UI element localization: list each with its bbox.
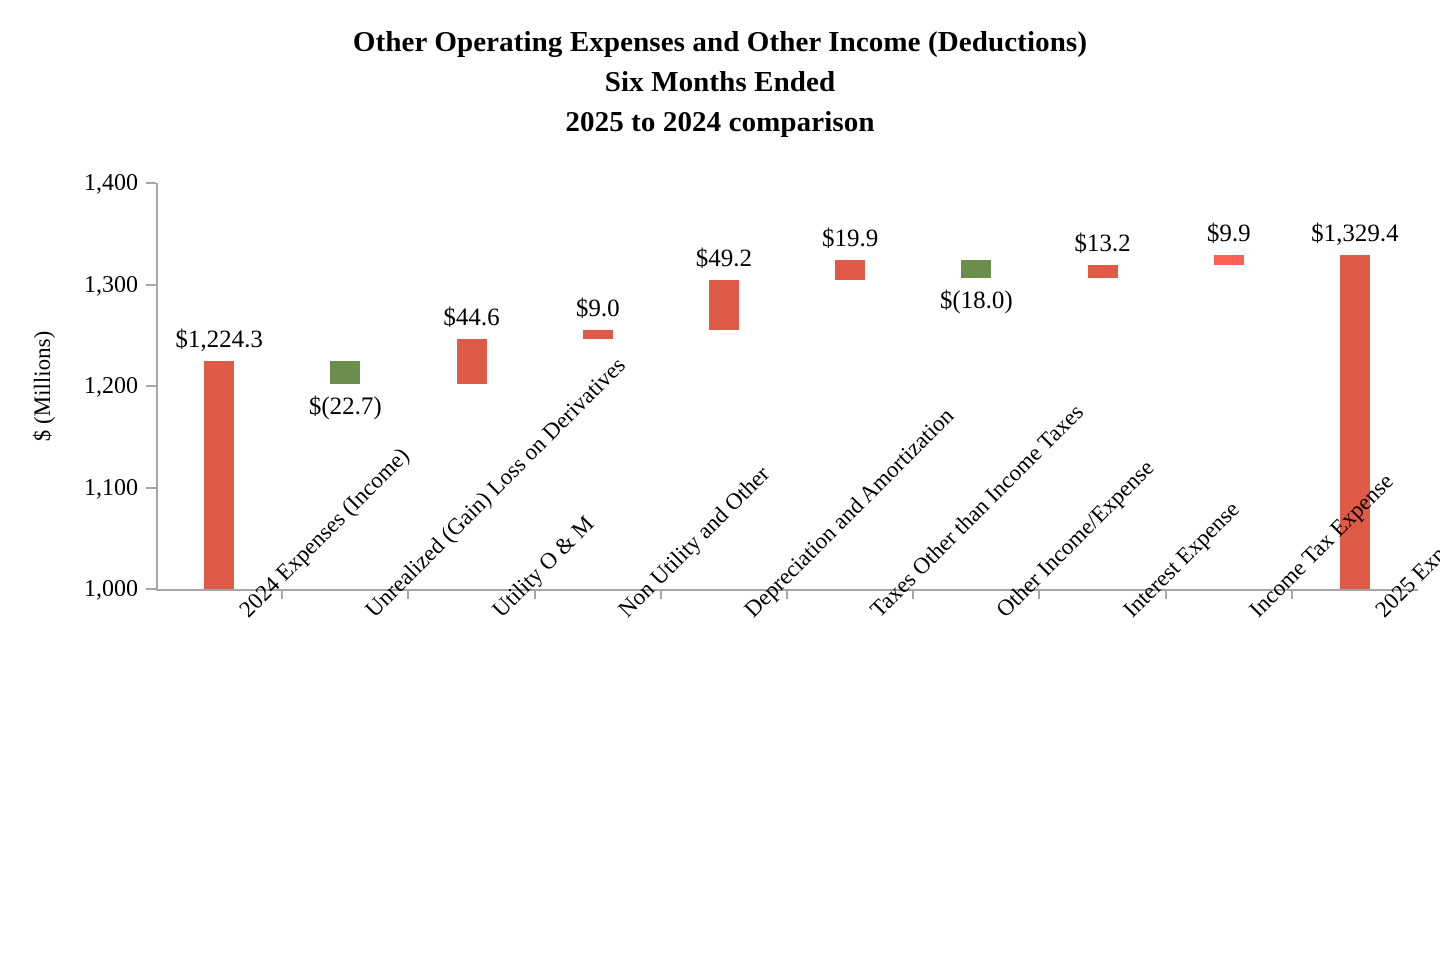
chart-title-line-3: 2025 to 2024 comparison: [565, 106, 875, 138]
bar-4[interactable]: [582, 329, 613, 340]
bar-value-label-1: $1,224.3: [175, 326, 263, 354]
bar-7[interactable]: [961, 259, 992, 279]
bar-value-label-5: $49.2: [695, 245, 753, 273]
x-axis-tick: [786, 589, 788, 599]
y-axis-title: $ (Millions): [30, 330, 55, 442]
bar-value-label-7: $(18.0): [939, 287, 1013, 315]
x-axis-tick: [659, 589, 662, 599]
y-axis-tick: [146, 588, 156, 590]
bar-1[interactable]: [204, 361, 235, 589]
bar-value-label-2: $(22.7): [308, 393, 382, 421]
bar-3[interactable]: [456, 339, 487, 385]
y-axis-tick-label: 1,200: [84, 373, 138, 399]
bar-value-label-4: $9.0: [575, 294, 620, 322]
y-axis-tick-label: 1,400: [84, 170, 138, 196]
bar-value-label-9: $9.9: [1206, 219, 1251, 247]
plot-area: $1,224.3 $(22.7) $44.6 $9.0 $49.2 $19.9 $(18.0…: [146, 182, 1418, 599]
bar-value-label-6: $19.9: [821, 224, 879, 252]
x-axis-tick: [1164, 589, 1167, 599]
chart-title-line-1: Other Operating Expenses and Other Incom…: [352, 26, 1088, 58]
bar-value-label-10: $1,329.4: [1311, 219, 1399, 247]
bar-8[interactable]: [1087, 264, 1118, 279]
bar-6[interactable]: [835, 259, 866, 281]
bar-2[interactable]: [330, 361, 361, 385]
y-axis-tick-label: 1,100: [84, 474, 138, 501]
y-axis-tick-label: 1,000: [84, 576, 138, 602]
x-axis-tick: [281, 589, 284, 599]
y-axis-line: [156, 183, 158, 589]
x-axis-tick: [407, 589, 410, 599]
bar-10[interactable]: [1339, 254, 1370, 589]
bar-value-label-8: $13.2: [1074, 229, 1131, 257]
bar-value-label-3: $44.6: [443, 304, 500, 332]
y-axis-tick: [146, 486, 156, 489]
y-axis-tick: [146, 385, 156, 387]
y-axis-tick: [146, 283, 156, 286]
bar-9[interactable]: [1213, 254, 1244, 265]
y-axis-tick: [146, 182, 156, 184]
y-axis-title-wrapper: $ (Millions): [26, 183, 60, 589]
x-axis-tick: [1290, 589, 1293, 599]
x-axis-tick: [912, 589, 915, 599]
x-axis-tick: [1038, 589, 1041, 599]
bar-5[interactable]: [708, 280, 739, 330]
chart-title: Other Operating Expenses and Other Incom…: [0, 22, 1440, 142]
chart-title-line-2: Six Months Ended: [604, 66, 836, 98]
y-axis-tick-label: 1,300: [84, 271, 138, 298]
x-axis-tick: [533, 589, 536, 599]
